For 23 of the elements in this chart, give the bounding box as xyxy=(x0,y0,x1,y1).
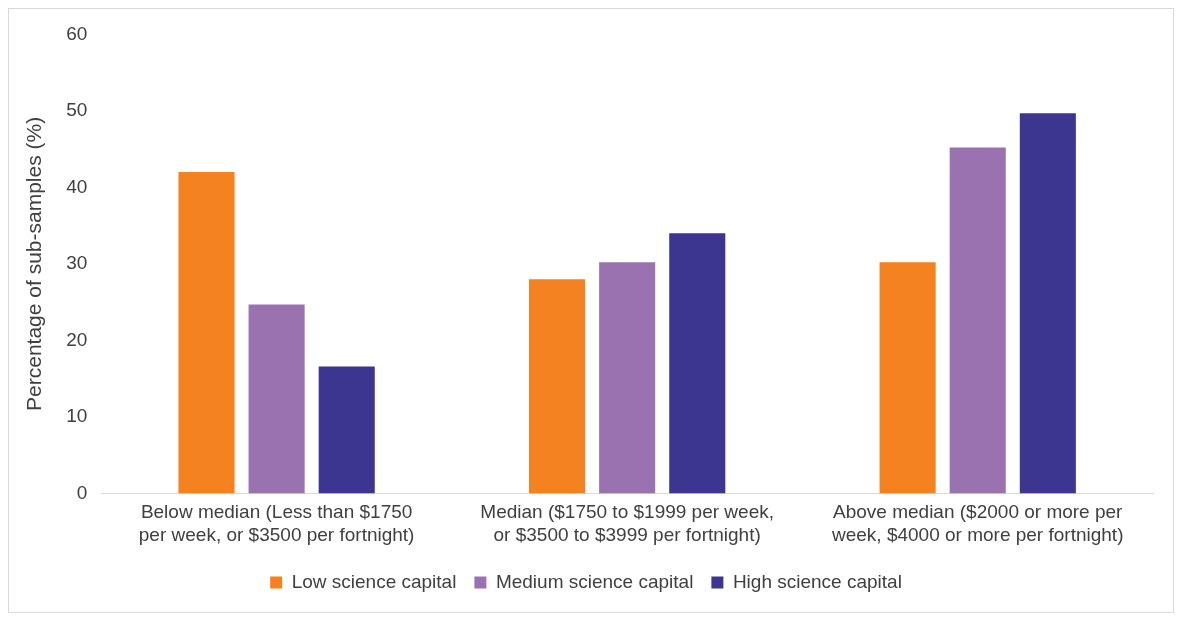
y-tick-label: 20 xyxy=(66,328,88,350)
legend-label: Medium science capital xyxy=(495,570,694,592)
legend-label: Low science capital xyxy=(291,570,457,592)
bar xyxy=(599,262,656,494)
x-tick-label: Median ($1750 to $1999 per week, or $3500 to $3999 per fortnight) xyxy=(480,501,774,545)
y-axis-title: Percentage of sub-samples (%) xyxy=(22,116,46,411)
y-tick-label: 0 xyxy=(76,481,88,503)
bar xyxy=(1019,113,1076,494)
bar xyxy=(669,233,726,494)
bar xyxy=(529,279,586,494)
bar xyxy=(879,262,936,494)
y-tick-label: 30 xyxy=(66,252,88,274)
bar xyxy=(949,147,1006,494)
x-tick-label: Above median ($2000 or more per week, $4000 or more per fortnight) xyxy=(830,501,1124,545)
y-tick-label: 10 xyxy=(66,405,88,427)
bar xyxy=(318,366,375,494)
bar xyxy=(248,304,305,494)
x-tick-label: Below median (Less than $1750 per week, or $3500 per fortnight) xyxy=(138,501,415,545)
y-tick-label: 60 xyxy=(66,22,88,44)
y-tick-label: 40 xyxy=(66,175,88,197)
bar xyxy=(178,172,235,494)
legend-label: High science capital xyxy=(732,570,902,592)
y-tick-label: 50 xyxy=(66,99,88,121)
